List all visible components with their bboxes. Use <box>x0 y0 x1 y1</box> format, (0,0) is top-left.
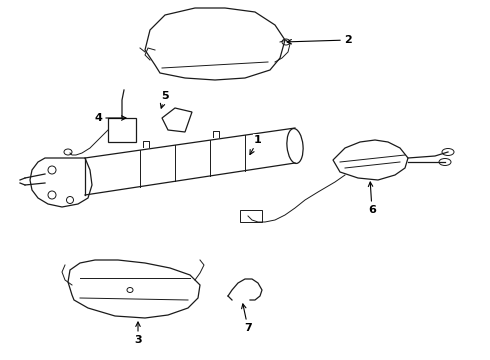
Text: 5: 5 <box>160 91 169 108</box>
Text: 1: 1 <box>250 135 262 154</box>
Text: 7: 7 <box>242 304 252 333</box>
Polygon shape <box>162 108 192 132</box>
Text: 2: 2 <box>287 35 352 45</box>
Ellipse shape <box>48 191 56 199</box>
Ellipse shape <box>127 288 133 292</box>
Text: 6: 6 <box>368 182 376 215</box>
Polygon shape <box>145 8 285 80</box>
Polygon shape <box>68 260 200 318</box>
Ellipse shape <box>439 158 451 166</box>
Text: 4: 4 <box>94 113 126 123</box>
Ellipse shape <box>64 149 72 155</box>
Ellipse shape <box>442 148 454 156</box>
Text: 3: 3 <box>134 322 142 345</box>
Polygon shape <box>108 118 136 142</box>
Polygon shape <box>333 140 408 180</box>
Polygon shape <box>30 158 92 207</box>
Ellipse shape <box>48 166 56 174</box>
Ellipse shape <box>67 197 74 203</box>
Polygon shape <box>240 210 262 222</box>
